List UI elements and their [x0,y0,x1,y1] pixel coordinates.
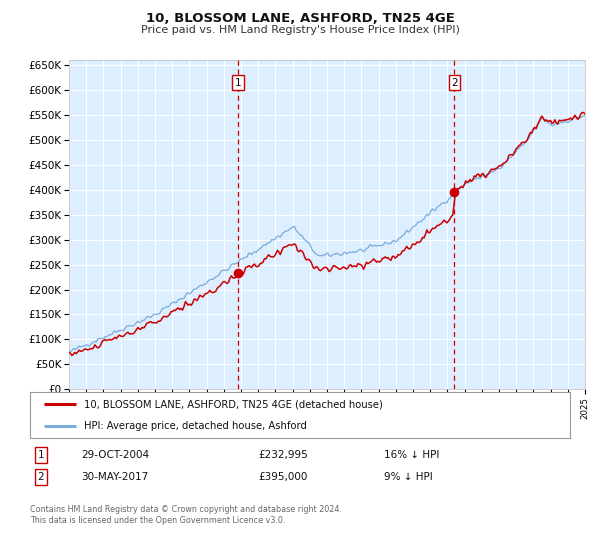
Text: 2: 2 [37,472,44,482]
Text: £232,995: £232,995 [258,450,308,460]
Text: HPI: Average price, detached house, Ashford: HPI: Average price, detached house, Ashf… [84,421,307,431]
Text: 1: 1 [235,78,241,87]
Text: 1: 1 [37,450,44,460]
Text: 30-MAY-2017: 30-MAY-2017 [81,472,148,482]
Text: 9% ↓ HPI: 9% ↓ HPI [384,472,433,482]
Text: 10, BLOSSOM LANE, ASHFORD, TN25 4GE: 10, BLOSSOM LANE, ASHFORD, TN25 4GE [146,12,454,25]
Text: 29-OCT-2004: 29-OCT-2004 [81,450,149,460]
Text: 2: 2 [451,78,458,87]
Text: 16% ↓ HPI: 16% ↓ HPI [384,450,439,460]
Text: Price paid vs. HM Land Registry's House Price Index (HPI): Price paid vs. HM Land Registry's House … [140,25,460,35]
Text: Contains HM Land Registry data © Crown copyright and database right 2024.
This d: Contains HM Land Registry data © Crown c… [30,505,342,525]
Text: 10, BLOSSOM LANE, ASHFORD, TN25 4GE (detached house): 10, BLOSSOM LANE, ASHFORD, TN25 4GE (det… [84,399,383,409]
Text: £395,000: £395,000 [258,472,307,482]
